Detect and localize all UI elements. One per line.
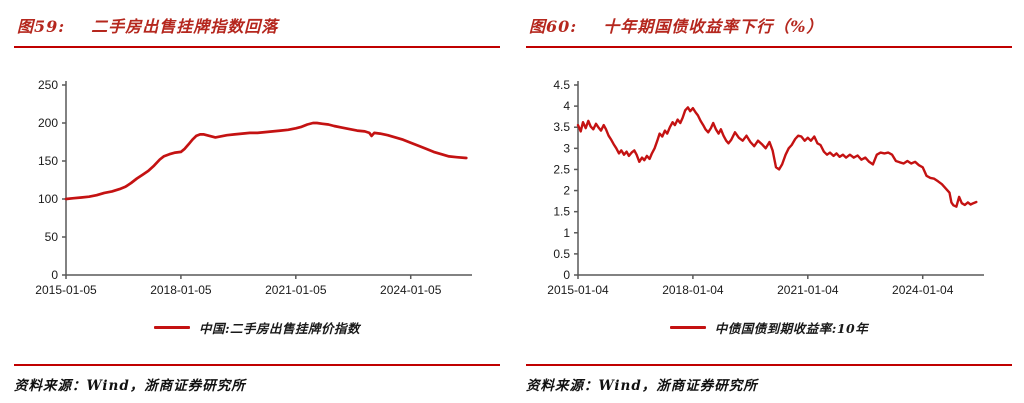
line-chart-canvas: 0 50 100 150 200 250 2015-01-05 2018-01-05 2021-… (35, 78, 472, 297)
figure-title: 二手房出售挂牌指数回落 (91, 17, 279, 36)
svg-text:150: 150 (38, 154, 58, 168)
svg-text:50: 50 (45, 230, 59, 244)
svg-text:100: 100 (38, 192, 58, 206)
svg-text:1.5: 1.5 (553, 205, 570, 219)
svg-text:3: 3 (563, 141, 570, 155)
svg-text:2.5: 2.5 (553, 162, 570, 176)
panel-figure-59: 图59: 二手房出售挂牌指数回落 0 50 100 150 200 250 2015-01-… (14, 0, 500, 394)
source-note: 资料来源：Wind，浙商证券研究所 (14, 378, 246, 394)
svg-text:250: 250 (38, 78, 58, 92)
svg-text:0: 0 (563, 268, 570, 282)
svg-text:2021-01-04: 2021-01-04 (777, 283, 839, 297)
svg-text:2024-01-05: 2024-01-05 (380, 283, 442, 297)
legend-label: 中国:二手房出售挂牌价指数 (198, 321, 361, 336)
figure-number: 图60: (529, 17, 578, 36)
chart-area: 0 50 100 150 200 250 2015-01-05 2018-01-05 2021-… (14, 75, 500, 310)
footer-divider (14, 364, 500, 366)
chart-legend: 中债国债到期收益率:10年 (526, 318, 1012, 337)
svg-text:0.5: 0.5 (553, 247, 570, 261)
footer-divider (526, 364, 1012, 366)
svg-text:2018-01-05: 2018-01-05 (150, 283, 212, 297)
line-chart-canvas: 0 0.5 1 1.5 2 2.5 3 3.5 4 4.5 2015-01-04 2018-01-04… (547, 78, 984, 297)
panel-figure-60: 图60: 十年期国债收益率下行（%） 0 0.5 1 1.5 2 2.5 3 3.5 4 4.5 2… (512, 0, 1024, 403)
source-note: 资料来源：Wind，浙商证券研究所 (526, 378, 758, 394)
chart-legend: 中国:二手房出售挂牌价指数 (14, 318, 500, 337)
figure-number: 图59: (17, 17, 66, 36)
legend-line-swatch (153, 326, 190, 329)
svg-text:4: 4 (563, 99, 570, 113)
figure-59-title-row: 图59: 二手房出售挂牌指数回落 (14, 0, 500, 46)
svg-text:2021-01-05: 2021-01-05 (265, 283, 327, 297)
svg-text:0: 0 (51, 268, 58, 282)
svg-text:2015-01-05: 2015-01-05 (35, 283, 97, 297)
legend-line-swatch (669, 326, 706, 329)
svg-text:3.5: 3.5 (553, 120, 570, 134)
legend-label: 中债国债到期收益率:10年 (714, 321, 869, 336)
svg-text:4.5: 4.5 (553, 78, 570, 92)
svg-text:2: 2 (563, 184, 570, 198)
title-underline (526, 46, 1012, 48)
svg-text:2015-01-04: 2015-01-04 (547, 283, 609, 297)
svg-text:2024-01-04: 2024-01-04 (892, 283, 954, 297)
chart-area: 0 0.5 1 1.5 2 2.5 3 3.5 4 4.5 2015-01-04 2018-01-04… (526, 75, 1012, 310)
figure-60-title-row: 图60: 十年期国债收益率下行（%） (526, 0, 1012, 46)
svg-text:200: 200 (38, 116, 58, 130)
svg-text:2018-01-04: 2018-01-04 (662, 283, 724, 297)
title-underline (14, 46, 500, 48)
svg-text:1: 1 (563, 226, 570, 240)
figure-title: 十年期国债收益率下行（%） (603, 17, 824, 36)
